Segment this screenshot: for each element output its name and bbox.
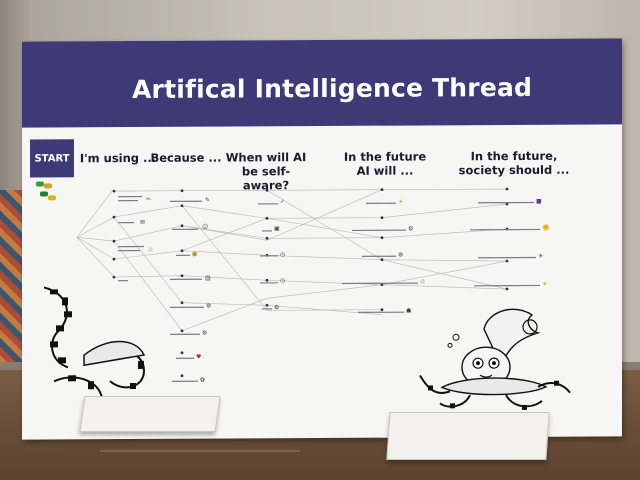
green-magnet (40, 191, 48, 197)
svg-text:♲: ♲ (420, 278, 425, 285)
svg-text:⚙: ⚙ (206, 303, 211, 310)
interactive-poster-board: Artifical Intelligence Thread START I'm … (22, 38, 622, 440)
svg-text:■: ■ (536, 198, 542, 205)
svg-text:☀: ☀ (398, 199, 404, 206)
svg-text:✿: ✿ (200, 377, 205, 384)
svg-text:♨: ♨ (148, 246, 153, 253)
svg-text:☺: ☺ (202, 224, 208, 231)
svg-text:✂: ✂ (146, 196, 151, 203)
svg-text:◷: ◷ (280, 277, 285, 284)
hanging-rug (0, 190, 26, 380)
green-magnet (36, 181, 44, 187)
svg-text:▤: ▤ (205, 275, 211, 282)
svg-text:✎: ✎ (205, 197, 210, 204)
svg-text:⚙: ⚙ (408, 226, 413, 233)
striped-tentacle-doodle (44, 286, 146, 404)
svg-text:✓: ✓ (280, 198, 285, 205)
right-shelf-bracket (386, 412, 550, 460)
left-shelf-bracket (79, 396, 221, 432)
svg-text:⚙: ⚙ (398, 252, 403, 259)
thread-lines: ✂ ✉ ♨ ✎ ☺ ● ▤ ⚙ ⚙ ♥ ✿ ✓ ▣ ◷ ◷ ⚙ ☀ ⚙ ⚙ ♲ ☗ ■ ✊ ☀ ☀ (76, 187, 549, 384)
svg-text:▣: ▣ (274, 225, 280, 232)
svg-text:☗: ☗ (406, 308, 411, 315)
yellow-magnet (44, 183, 52, 189)
svg-text:✉: ✉ (140, 219, 145, 226)
svg-text:⚙: ⚙ (202, 330, 207, 337)
svg-text:♥: ♥ (196, 354, 201, 361)
svg-text:☀: ☀ (538, 253, 544, 260)
svg-text:☀: ☀ (542, 281, 548, 288)
svg-text:●: ● (192, 251, 197, 258)
yellow-magnet (48, 195, 56, 201)
wizard-octopus-doodle (419, 308, 571, 410)
svg-text:⚙: ⚙ (274, 304, 279, 311)
svg-text:✊: ✊ (542, 224, 549, 232)
svg-text:◷: ◷ (280, 251, 285, 258)
